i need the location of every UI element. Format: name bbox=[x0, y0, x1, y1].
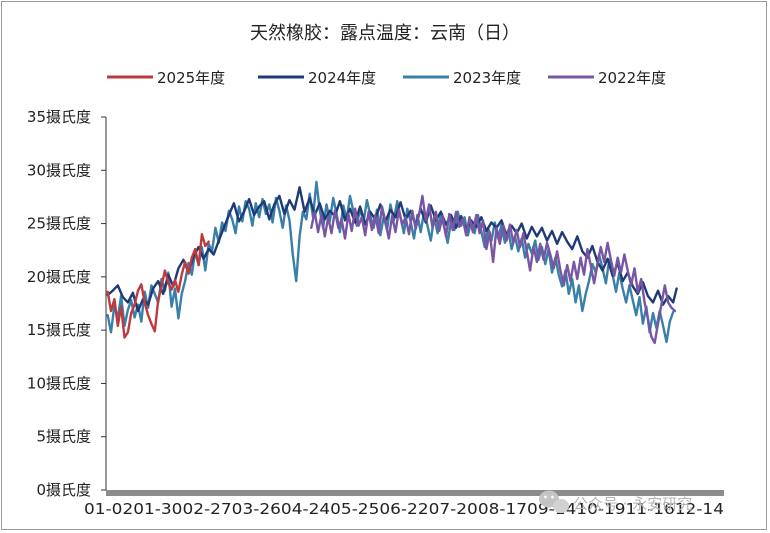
legend-item: 2024年度 bbox=[258, 69, 376, 87]
x-tick-label: 05-25 bbox=[330, 500, 379, 518]
y-tick-label: 25摄氏度 bbox=[27, 215, 91, 233]
chart-title: 天然橡胶：露点温度：云南（日） bbox=[250, 23, 520, 44]
y-tick-label: 20摄氏度 bbox=[27, 268, 91, 286]
legend-item: 2023年度 bbox=[403, 69, 521, 87]
x-tick-label: 02-27 bbox=[182, 500, 231, 518]
x-tick-label: 01-30 bbox=[133, 500, 182, 518]
x-tick-label: 06-22 bbox=[379, 500, 428, 518]
y-tick-label: 0摄氏度 bbox=[36, 481, 91, 499]
watermark: 公众号 · 永安研究 bbox=[539, 490, 692, 513]
series-group bbox=[106, 180, 678, 345]
wechat-icon bbox=[539, 490, 569, 513]
series-line-2025年度 bbox=[106, 233, 210, 339]
y-tick-label: 15摄氏度 bbox=[27, 321, 91, 339]
y-tick-label: 30摄氏度 bbox=[27, 161, 91, 179]
x-tick-label: 08-17 bbox=[478, 500, 527, 518]
x-tick-label: 12-14 bbox=[675, 500, 724, 518]
watermark-text: 公众号 · 永安研究 bbox=[573, 495, 692, 513]
legend-label: 2024年度 bbox=[308, 69, 376, 87]
series-line-2024年度 bbox=[106, 186, 678, 313]
x-tick-label: 07-20 bbox=[429, 500, 478, 518]
y-tick-label: 10摄氏度 bbox=[27, 374, 91, 392]
legend: 2025年度 2024年度 2023年度 2022年度 bbox=[107, 69, 666, 87]
x-tick-label: 03-26 bbox=[232, 500, 281, 518]
x-tick-label: 04-24 bbox=[281, 500, 330, 518]
legend-label: 2023年度 bbox=[453, 69, 521, 87]
series-line-2022年度 bbox=[310, 194, 677, 345]
legend-label: 2022年度 bbox=[598, 69, 666, 87]
x-axis-line bbox=[106, 490, 724, 496]
x-tick-labels: 01-02 01-30 02-27 03-26 04-24 05-25 06-22 07-20… bbox=[84, 500, 724, 518]
legend-item: 2025年度 bbox=[107, 69, 225, 87]
x-axis: 01-02 01-30 02-27 03-26 04-24 05-25 06-22 07-20… bbox=[84, 490, 724, 518]
x-tick-label: 11-16 bbox=[626, 500, 675, 518]
y-tick-label: 35摄氏度 bbox=[27, 108, 91, 126]
x-tick-label: 10-19 bbox=[576, 500, 625, 518]
legend-item: 2022年度 bbox=[548, 69, 666, 87]
y-tick-label: 5摄氏度 bbox=[36, 428, 91, 446]
x-tick-label: 01-02 bbox=[84, 500, 133, 518]
y-axis: 0摄氏度 5摄氏度 10摄氏度 15摄氏度 20摄氏度 25摄氏度 30摄氏度 35摄氏度 bbox=[27, 108, 107, 499]
legend-label: 2025年度 bbox=[157, 69, 225, 87]
series-line-2023年度 bbox=[106, 180, 675, 344]
